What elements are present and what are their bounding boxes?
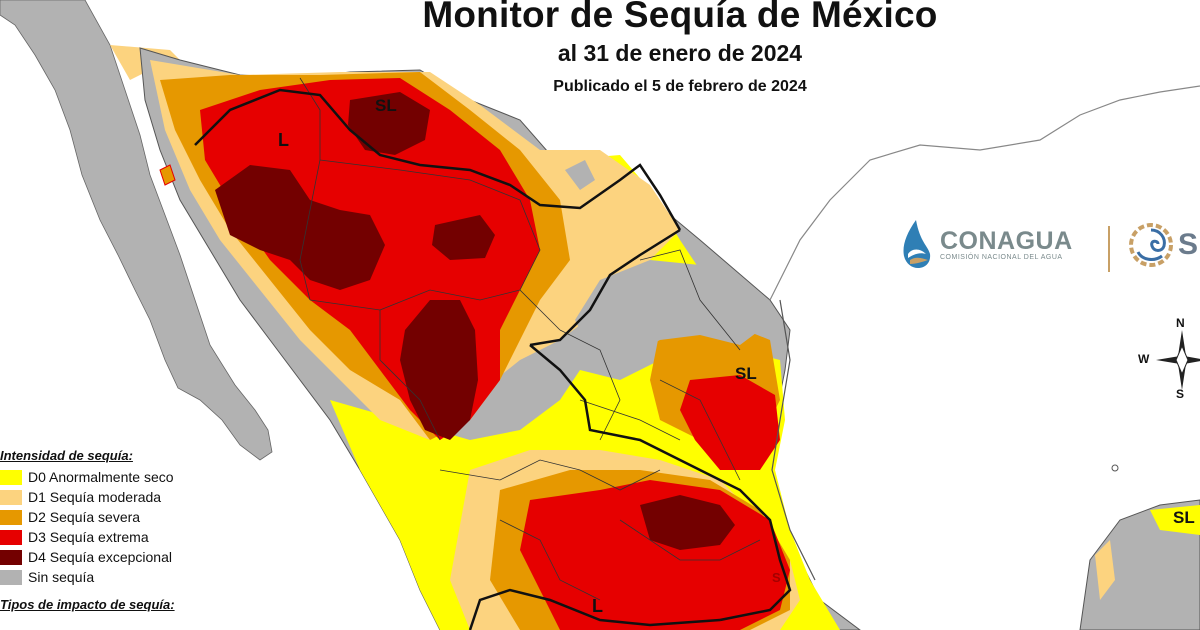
legend: Intensidad de sequía: D0 Anormalmente se… — [0, 448, 230, 612]
conagua-logo: CONAGUA COMISIÓN NACIONAL DEL AGUA — [898, 218, 1073, 270]
label-short-long-term: SL — [375, 96, 397, 115]
compass-rose-icon — [1156, 330, 1200, 390]
d4-area-chihuahua-north — [348, 92, 430, 155]
label-short-term: S — [772, 570, 781, 585]
compass-south: S — [1176, 387, 1185, 401]
swatch-d1 — [0, 489, 22, 505]
impact-boundaries — [194, 88, 792, 630]
d4-area-central — [640, 495, 735, 550]
d4-area-chihuahua-center — [432, 215, 495, 260]
label-long-term-south: L — [592, 596, 603, 616]
legend-label-none: Sin sequía — [28, 569, 95, 585]
map-published: Publicado el 5 de febrero de 2024 — [553, 78, 807, 95]
usa-area — [80, 0, 1200, 300]
legend-item-none: Sin sequía — [0, 567, 230, 587]
legend-label-d4: D4 Sequía excepcional — [28, 549, 172, 565]
legend-item-d4: D4 Sequía excepcional — [0, 547, 230, 567]
swatch-d3 — [0, 529, 22, 545]
swatch-d4 — [0, 549, 22, 565]
conagua-subtitle: COMISIÓN NACIONAL DEL AGUA — [940, 254, 1063, 261]
map-date: al 31 de enero de 2024 — [557, 40, 803, 66]
mexico-gulf-coast — [771, 299, 816, 581]
legend-label-d3: D3 Sequía extrema — [28, 529, 149, 545]
legend-label-d0: D0 Anormalmente seco — [28, 469, 174, 485]
baja-california — [0, 0, 273, 461]
d4-area-sonora — [215, 165, 385, 290]
gulf-coastline — [769, 85, 1200, 301]
compass-west: W — [1138, 352, 1150, 366]
yucatan-d0 — [1150, 505, 1200, 535]
small-orange-patch — [159, 164, 176, 186]
swatch-d0 — [0, 469, 22, 485]
swatch-d2 — [0, 509, 22, 525]
legend-item-d1: D1 Sequía moderada — [0, 487, 230, 507]
d3-area-east — [680, 375, 780, 470]
label-short-long-term-east: SL — [735, 364, 757, 383]
nodrought-small — [565, 160, 595, 190]
conagua-emblem-icon — [903, 220, 931, 268]
conagua-name: CONAGUA — [940, 227, 1073, 255]
legend-list: D0 Anormalmente seco D1 Sequía moderada … — [0, 467, 230, 587]
label-short-long-term-yucatan: SL — [1173, 508, 1195, 527]
nodrought-northeast — [575, 260, 760, 360]
d4-area-durango — [400, 300, 478, 440]
island — [1111, 464, 1119, 472]
smn-letter: S — [1178, 228, 1199, 261]
legend-item-d3: D3 Sequía extrema — [0, 527, 230, 547]
yucatan-corner — [1079, 499, 1200, 630]
yucatan-d1 — [1095, 540, 1115, 600]
state-borders — [299, 77, 761, 601]
legend-item-d2: D2 Sequía severa — [0, 507, 230, 527]
compass-north: N — [1176, 316, 1185, 330]
logo-divider — [1108, 226, 1110, 272]
swatch-none — [0, 569, 22, 585]
label-long-term: L — [278, 130, 289, 150]
legend-title: Intensidad de sequía: — [0, 448, 133, 463]
legend-item-d0: D0 Anormalmente seco — [0, 467, 230, 487]
smn-emblem-icon — [1129, 223, 1173, 267]
legend-label-d1: D1 Sequía moderada — [28, 489, 162, 505]
map-title: Monitor de Sequía de México — [422, 0, 938, 35]
legend-impact-title: Tipos de impacto de sequía: — [0, 597, 175, 612]
smn-logo: S — [1128, 222, 1198, 268]
legend-label-d2: D2 Sequía severa — [28, 509, 141, 525]
